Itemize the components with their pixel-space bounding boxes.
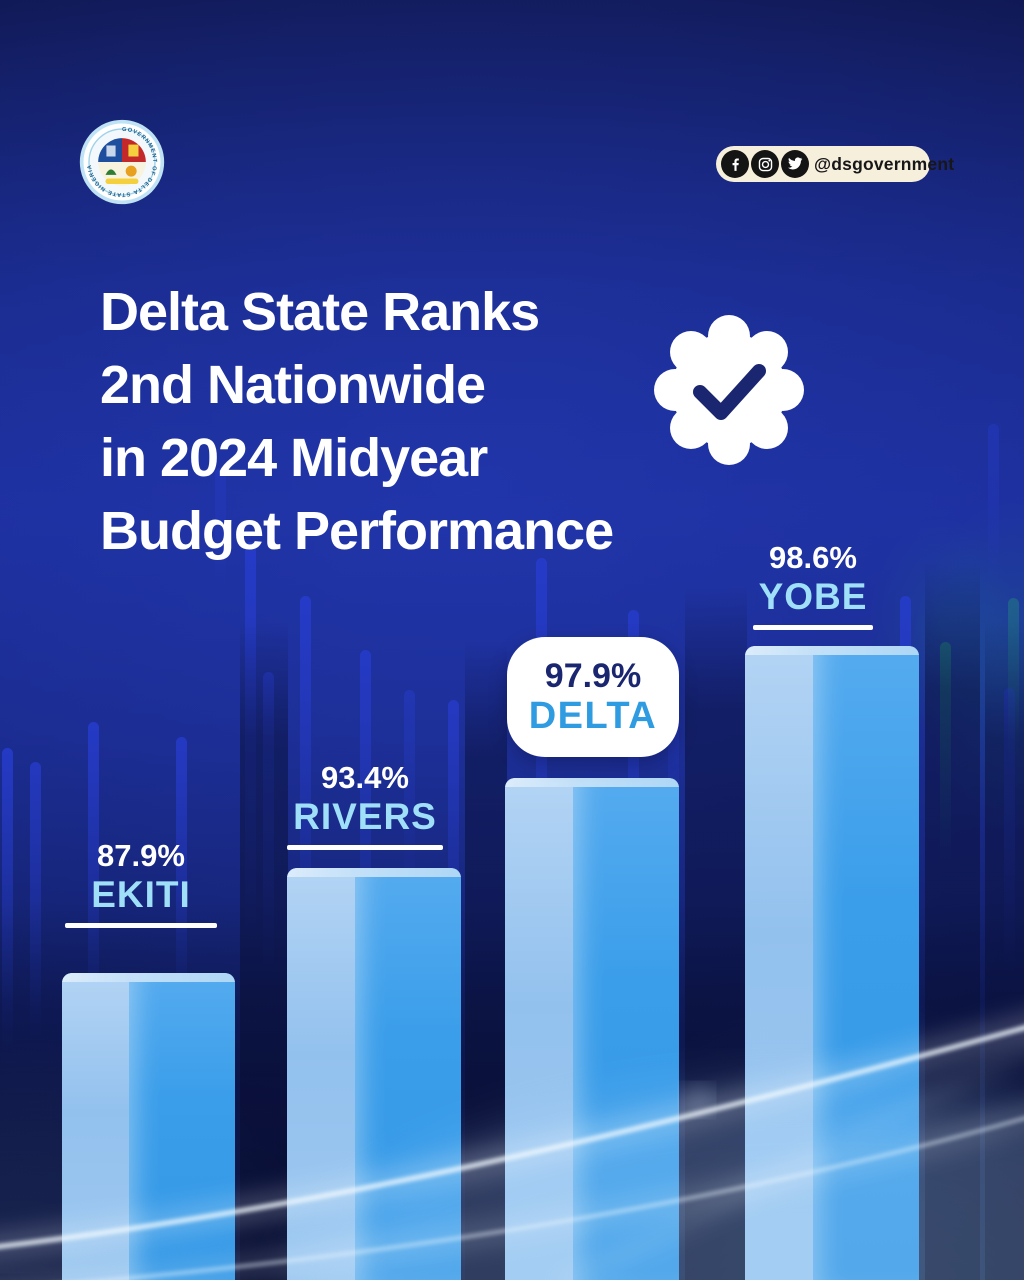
check-seal-icon	[654, 315, 804, 465]
bar-side-face	[505, 778, 573, 1280]
bar-category-label: EKITI	[91, 874, 191, 915]
bar-label-delta-highlight-card: 97.9% DELTA	[507, 637, 679, 757]
equalizer-bar	[988, 424, 999, 594]
bar-ekiti	[62, 973, 235, 1280]
bar-side-face	[287, 868, 355, 1280]
bar-front-face	[129, 973, 235, 1280]
label-underline	[65, 923, 217, 928]
bar-front-face	[354, 868, 461, 1280]
title-line-1: Delta State Ranks	[100, 282, 540, 342]
bar-front-face	[812, 646, 919, 1280]
poster-title: Delta State Ranks 2nd Nationwide in 2024…	[100, 276, 614, 568]
label-underline	[287, 845, 443, 850]
title-line-2: 2nd Nationwide	[100, 355, 486, 415]
bar-value-label: 97.9%	[544, 657, 642, 695]
bar-value-label: 87.9%	[97, 838, 185, 873]
bar-label-ekiti: 87.9% EKITI	[56, 838, 226, 928]
bar-side-face	[745, 646, 813, 1280]
bar-delta	[505, 778, 679, 1280]
social-handle-badge: @dsgovernment	[716, 146, 954, 182]
equalizer-bar	[1008, 598, 1019, 778]
delta-state-seal-logo: GOVERNMENT OF DELTA STATE NIGERIA	[78, 118, 166, 206]
facebook-icon	[721, 150, 749, 178]
instagram-icon	[751, 150, 779, 178]
bar-label-yobe: 98.6% YOBE	[738, 540, 888, 630]
seal-icon: GOVERNMENT OF DELTA STATE NIGERIA	[79, 119, 165, 205]
title-line-4: Budget Performance	[100, 501, 614, 561]
bar-rivers	[287, 868, 461, 1280]
bar-side-face	[62, 973, 130, 1280]
verified-check-badge	[653, 314, 805, 466]
bar-label-rivers: 93.4% RIVERS	[280, 760, 450, 850]
bar-category-label: YOBE	[758, 576, 868, 617]
label-underline	[753, 625, 873, 630]
bar-category-label: RIVERS	[293, 796, 437, 837]
bar-category-label: DELTA	[528, 695, 658, 737]
twitter-icon	[781, 150, 809, 178]
bar-front-face	[572, 778, 679, 1280]
bar-value-label: 98.6%	[769, 540, 857, 575]
equalizer-bar	[940, 642, 951, 882]
bar-value-label: 93.4%	[321, 760, 409, 795]
social-handle-text: @dsgovernment	[814, 153, 955, 174]
title-line-3: in 2024 Midyear	[100, 428, 488, 488]
bar-yobe	[745, 646, 919, 1280]
